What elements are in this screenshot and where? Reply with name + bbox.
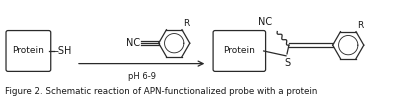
Text: NC: NC: [126, 38, 140, 48]
Text: Protein: Protein: [224, 46, 255, 56]
Text: NC: NC: [258, 17, 272, 27]
Text: S: S: [284, 58, 290, 68]
Text: –SH: –SH: [54, 46, 72, 56]
Text: Figure 2. Schematic reaction of APN-functionalized probe with a protein: Figure 2. Schematic reaction of APN-func…: [5, 87, 318, 96]
FancyBboxPatch shape: [213, 31, 266, 71]
Text: Protein: Protein: [12, 46, 44, 56]
Text: pH 6-9: pH 6-9: [128, 72, 156, 81]
Text: R: R: [357, 21, 363, 30]
Text: R: R: [183, 19, 189, 28]
FancyBboxPatch shape: [6, 31, 51, 71]
